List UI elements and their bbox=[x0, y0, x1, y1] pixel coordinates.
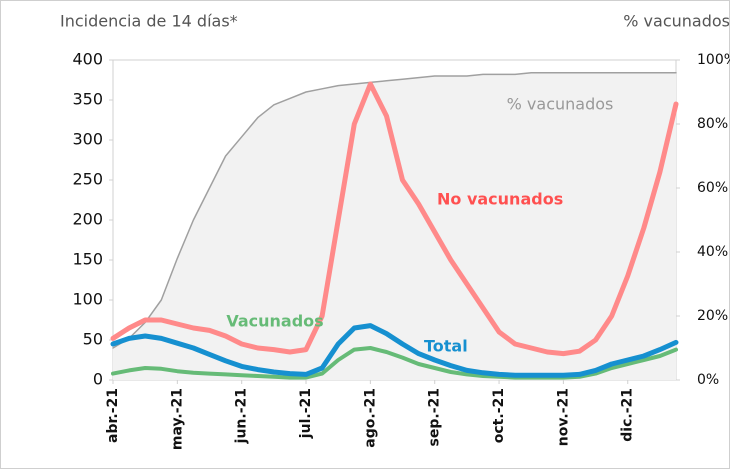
series-label: Total bbox=[424, 337, 468, 356]
y-axis-label: Incidencia de 14 días* bbox=[60, 12, 238, 31]
y-tick-label: 100 bbox=[72, 290, 103, 309]
y-tick-label: 400 bbox=[72, 50, 103, 69]
y-tick-label: 300 bbox=[72, 130, 103, 149]
series-label: % vacunados bbox=[507, 95, 614, 114]
y2-axis-label: % vacunados bbox=[623, 12, 730, 31]
y2-tick-label: 80% bbox=[697, 116, 728, 132]
y-tick-label: 0 bbox=[93, 370, 103, 389]
y2-tick-label: 0% bbox=[697, 372, 719, 388]
y2-tick-label: 20% bbox=[697, 308, 728, 324]
x-tick-label: ago.-21 bbox=[362, 388, 378, 448]
series-line bbox=[110, 81, 679, 357]
x-tick-label: abr.-21 bbox=[105, 388, 121, 443]
y-tick-label: 250 bbox=[72, 170, 103, 189]
y-tick-label: 50 bbox=[83, 330, 103, 349]
y2-tick-label: 60% bbox=[697, 180, 728, 196]
y2-tick-label: 100% bbox=[697, 52, 730, 68]
x-tick-label: jul.-21 bbox=[298, 388, 314, 439]
x-tick-label: dic.-21 bbox=[620, 388, 636, 442]
y-tick-label: 200 bbox=[72, 210, 103, 229]
series-label: Vacunados bbox=[226, 312, 323, 331]
x-tick-label: sep.-21 bbox=[427, 388, 443, 446]
series-line bbox=[112, 72, 677, 349]
x-tick-label: oct.-21 bbox=[491, 388, 507, 443]
y-tick-label: 350 bbox=[72, 90, 103, 109]
area bbox=[113, 72, 676, 381]
series-line bbox=[110, 323, 679, 378]
x-tick-label: nov.-21 bbox=[555, 388, 571, 446]
series-label: No vacunados bbox=[437, 190, 563, 209]
x-tick-label: jun.-21 bbox=[234, 388, 250, 444]
y2-tick-label: 40% bbox=[697, 244, 728, 260]
y-tick-label: 150 bbox=[72, 250, 103, 269]
x-tick-label: may.-21 bbox=[169, 388, 185, 450]
